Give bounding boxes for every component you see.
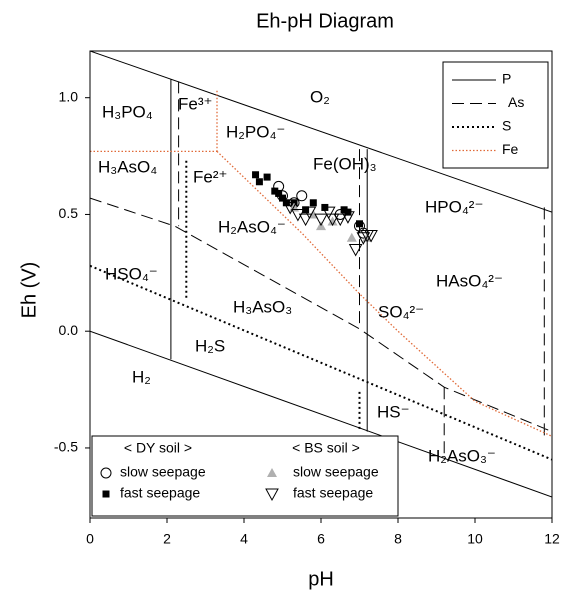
x-tick-label: 6: [317, 531, 325, 547]
x-tick-label: 8: [394, 531, 402, 547]
point: [348, 243, 363, 257]
legend-marker: [102, 490, 110, 498]
point: [263, 173, 271, 181]
legend-label: slow seepage: [120, 464, 206, 480]
legend-label: fast seepage: [120, 485, 200, 501]
point: [314, 213, 328, 227]
legend-label: Fe: [502, 141, 519, 157]
line-layer: [90, 51, 552, 498]
point: [321, 206, 336, 220]
legend-label: S: [502, 118, 511, 134]
point-layer: [252, 171, 378, 257]
x-tick-label: 0: [86, 531, 94, 547]
point: [309, 199, 317, 207]
point: [325, 213, 340, 227]
point: [341, 211, 355, 224]
legend-label: slow seepage: [293, 464, 379, 480]
point: [302, 206, 310, 214]
point: [283, 201, 298, 215]
point: [340, 206, 348, 214]
y-axis-label: Eh (V): [18, 262, 40, 319]
point: [356, 220, 363, 228]
y-tick-label: 0.0: [59, 322, 79, 338]
x-tick-label: 2: [163, 531, 171, 547]
legend-marker: [267, 468, 277, 477]
region-label: H₂: [132, 367, 151, 386]
y-tick-label: -0.5: [54, 439, 78, 455]
boundary-line: [90, 90, 552, 437]
y-tick-label: 0.5: [59, 205, 79, 221]
region-label: Fe²⁺: [193, 167, 227, 186]
region-label: H₂S: [195, 336, 225, 355]
region-label: H₃AsO₄: [98, 157, 157, 176]
point: [333, 213, 348, 227]
region-label: Fe³⁺: [178, 94, 212, 113]
legend-marker: [265, 488, 279, 502]
point: [275, 189, 283, 197]
legend-marker: [100, 467, 112, 479]
legend-group-title: < BS soil >: [292, 440, 360, 456]
boundary-line: [90, 160, 552, 461]
point: [327, 216, 338, 226]
region-label: HAsO₄²⁻: [436, 271, 503, 290]
region-label: HSO₄⁻: [105, 264, 158, 283]
region-label: H₃PO₄: [102, 102, 153, 121]
boundary-line: [90, 81, 552, 460]
region-label: Fe(OH)₃: [313, 154, 377, 173]
point: [346, 232, 357, 242]
chart-title: Eh-pH Diagram: [256, 10, 394, 32]
point: [296, 190, 308, 202]
region-label: O₂: [310, 87, 330, 106]
region-label: H₂PO₄⁻: [226, 122, 285, 141]
region-label: HS⁻: [377, 402, 410, 421]
point: [356, 232, 371, 245]
x-tick-label: 4: [240, 531, 248, 547]
x-tick-label: 12: [544, 531, 560, 547]
x-tick-label: 10: [467, 531, 483, 547]
region-label: H₂AsO₄⁻: [218, 217, 286, 236]
boundary-line: [90, 51, 552, 498]
point: [271, 187, 279, 195]
point: [302, 206, 317, 220]
point: [255, 178, 263, 186]
point: [291, 208, 305, 222]
legend-group-title: < DY soil >: [124, 440, 192, 456]
point: [252, 171, 260, 179]
x-axis-label: pH: [308, 568, 334, 590]
point: [298, 213, 313, 227]
legend-label: P: [502, 71, 511, 87]
region-label: H₃AsO₃: [233, 297, 292, 316]
annotation-layer: H₃PO₄ Fe³⁺ O₂ H₂PO₄⁻ H₃AsO₄ Fe²⁺ Fe(OH)₃ HPO₄²⁻…: [98, 87, 503, 465]
legend-label: fast seepage: [293, 485, 373, 501]
legend-layer: P As S Fe < DY soil > slow seepage fast seepag…: [100, 71, 524, 502]
region-label: SO₄²⁻: [378, 302, 424, 321]
point: [364, 229, 378, 243]
legend-label: As: [508, 94, 524, 110]
scatter-legend-box: [91, 435, 399, 517]
y-tick-label: 1.0: [59, 88, 79, 104]
line-legend-box: [442, 61, 549, 169]
region-label: HPO₄²⁻: [425, 197, 483, 216]
region-label: H₂AsO₃⁻: [428, 446, 496, 465]
point: [279, 194, 286, 202]
